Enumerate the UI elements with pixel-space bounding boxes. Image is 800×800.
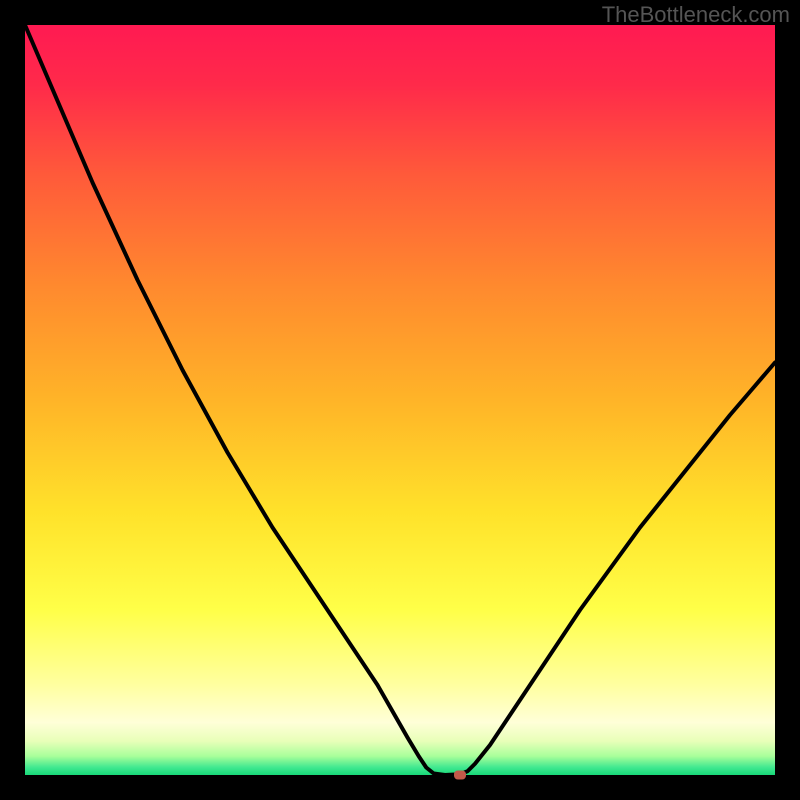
optimum-marker: [454, 771, 466, 780]
watermark-text: TheBottleneck.com: [602, 2, 790, 28]
bottleneck-chart: [0, 0, 800, 800]
plot-area: [25, 25, 775, 775]
chart-viewport: TheBottleneck.com: [0, 0, 800, 800]
